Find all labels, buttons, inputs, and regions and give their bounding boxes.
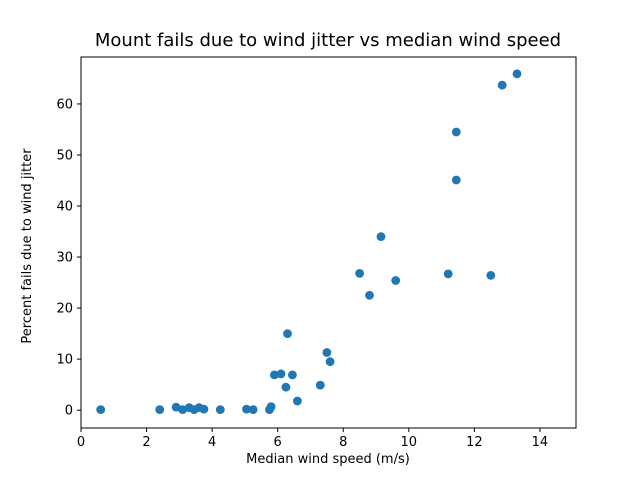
data-point [178, 405, 188, 414]
data-point [325, 357, 335, 367]
data-point [215, 405, 225, 414]
plot-area [80, 56, 577, 429]
data-point [497, 80, 507, 90]
x-tick-label: 6 [274, 435, 282, 450]
y-axis-ticks: 0 10 20 30 40 50 60 [56, 97, 81, 419]
x-tick-label: 2 [142, 435, 150, 450]
x-tick-label: 4 [208, 435, 216, 450]
data-point [486, 271, 496, 280]
x-tick-label: 12 [466, 435, 483, 450]
y-tick-label: 60 [56, 97, 73, 112]
data-point [293, 396, 302, 406]
data-point [281, 382, 291, 392]
data-point [355, 269, 364, 278]
data-point [242, 404, 251, 414]
data-point [283, 329, 292, 338]
y-tick-label: 50 [56, 148, 73, 163]
x-axis-ticks: 0 2 4 6 8 10 12 14 [77, 428, 548, 450]
data-point [322, 348, 332, 357]
data-point [288, 370, 297, 380]
data-point [365, 290, 374, 300]
y-tick-label: 20 [56, 302, 73, 317]
y-axis-label: Percent fails due to wind jitter [20, 148, 35, 344]
y-tick-label: 0 [65, 404, 73, 419]
y-tick-label: 10 [56, 353, 73, 368]
x-axis-label: Median wind speed (m/s) [246, 452, 410, 467]
data-point [248, 405, 258, 414]
y-tick-label: 40 [56, 200, 73, 215]
data-point [376, 232, 386, 242]
data-point [512, 69, 522, 79]
data-point [451, 175, 461, 185]
data-point [270, 370, 279, 380]
x-tick-label: 8 [339, 435, 347, 450]
x-tick-label: 14 [532, 435, 549, 450]
x-tick-label: 0 [77, 435, 85, 450]
data-point [451, 127, 461, 137]
chart-title: Mount fails due to wind jitter vs median… [95, 30, 561, 51]
data-point [315, 380, 325, 390]
scatter-points [96, 69, 522, 414]
data-point [391, 276, 401, 285]
data-point [443, 269, 453, 279]
data-point [96, 405, 106, 414]
y-tick-label: 30 [56, 251, 73, 266]
data-point [276, 369, 286, 379]
data-point [155, 405, 165, 414]
data-point [266, 402, 276, 411]
x-tick-label: 10 [401, 435, 418, 450]
data-point [199, 404, 209, 414]
